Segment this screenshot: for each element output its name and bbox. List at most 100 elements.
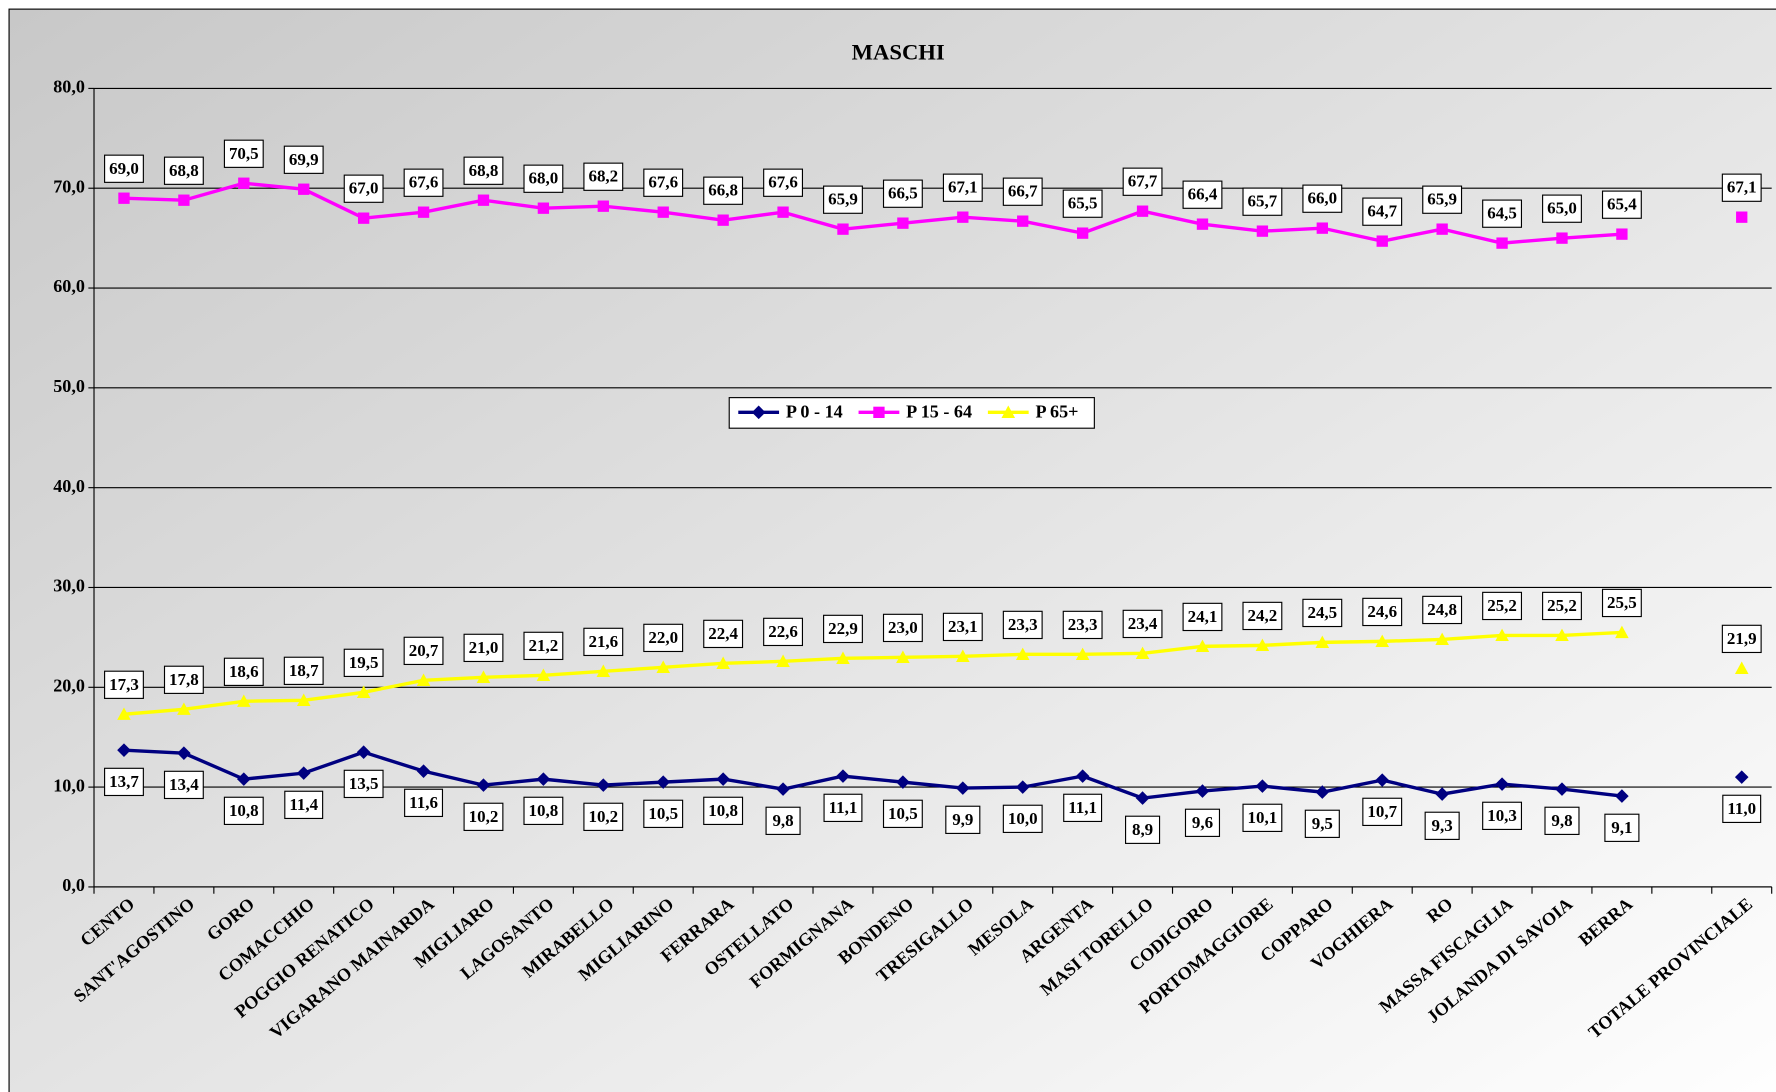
marker [536,668,551,681]
data-label-box [223,796,264,826]
marker [178,194,190,206]
marker [657,206,669,218]
data-label-box [1242,803,1283,832]
data-label-text: 8,9 [1132,820,1153,839]
data-label-text: 10,8 [229,801,259,820]
data-label-box [882,179,923,208]
data-label: 23,1 [942,612,983,642]
data-label: 11,4 [284,790,324,820]
legend: P 0 - 14 P 15 - 64 P 65+ [728,397,1095,429]
marker [1376,235,1388,247]
data-label-box [403,168,444,197]
data-label-box [1362,597,1403,627]
data-label: 68,8 [463,156,504,185]
data-label-box [823,185,863,214]
data-label-text: 11,0 [1727,799,1756,818]
data-label-box [703,796,744,826]
data-label-text: 25,2 [1487,596,1517,615]
data-label-text: 9,8 [1551,811,1572,830]
data-label-text: 68,2 [588,167,618,186]
data-label-box [523,164,564,193]
data-label-box [1062,610,1103,640]
data-label-box [1304,809,1340,838]
data-label: 21,2 [523,631,564,661]
data-label: 18,7 [283,656,324,685]
data-label: 22,9 [823,614,863,644]
data-label-box [523,796,564,826]
data-label-text: 24,8 [1427,600,1457,619]
data-label-box [1362,197,1403,226]
marker [1556,232,1568,244]
data-label-text: 11,1 [1068,798,1097,817]
marker [296,693,311,706]
data-label: 11,1 [1063,793,1103,823]
data-label: 10,2 [463,802,504,831]
data-label: 10,0 [1002,804,1043,833]
data-label-text: 9,6 [1192,813,1213,832]
data-label: 9,1 [1604,813,1640,842]
data-label: 70,5 [223,139,264,168]
data-label: 10,3 [1482,801,1523,830]
marker [1435,632,1449,646]
marker [416,673,431,686]
data-label-text: 24,6 [1367,602,1397,621]
data-label-box [404,788,444,818]
data-label: 13,7 [104,767,144,797]
data-label: 65,5 [1062,189,1103,218]
marker [1196,218,1209,230]
data-label-text: 25,2 [1547,596,1577,615]
marker [1195,639,1210,653]
data-label-text: 18,6 [229,662,259,681]
data-label-text: 67,6 [648,173,678,192]
data-label-box [104,670,144,699]
data-label-box [703,176,744,205]
data-label-box [1063,793,1103,823]
data-label: 13,5 [343,769,384,799]
data-label-text: 13,7 [109,772,139,791]
marker [896,650,910,664]
data-label-text: 24,2 [1248,606,1278,625]
marker [177,702,191,715]
data-label-text: 10,2 [469,807,499,826]
marker [596,778,611,792]
marker [237,694,251,707]
data-label: 17,3 [104,670,144,699]
y-tick-label: 0,0 [62,875,85,895]
marker [1017,215,1029,227]
marker [477,194,490,206]
marker [1375,634,1390,648]
data-label: 65,9 [1422,185,1463,214]
data-label-box [1125,815,1161,844]
data-label-text: 21,9 [1727,629,1757,648]
data-label-box [223,657,264,686]
data-label-box [104,767,144,797]
marker [1015,780,1030,794]
data-label: 9,8 [765,806,801,835]
data-label-box [1544,806,1580,835]
data-label: 21,0 [463,633,504,663]
marker [1136,205,1149,217]
legend-box [728,397,1095,429]
data-label: 65,0 [1542,194,1582,223]
data-label-box [163,770,204,800]
data-label-box [882,799,923,828]
data-label-text: 70,5 [229,144,259,163]
data-label-box [343,769,384,799]
marker [537,202,550,214]
data-label-box [1424,811,1460,840]
data-label-text: 21,2 [529,636,559,655]
data-label: 22,4 [703,619,744,649]
marker [1316,222,1328,234]
marker [716,772,730,786]
data-label: 9,8 [1544,806,1580,835]
data-label-text: 65,9 [1427,190,1457,209]
data-label: 67,6 [403,168,444,197]
marker [476,670,491,683]
marker [117,707,131,720]
data-label-text: 23,3 [1008,615,1038,634]
data-label-text: 66,5 [888,184,918,203]
data-label-text: 24,5 [1307,603,1337,622]
marker [956,649,970,663]
marker [1555,628,1569,642]
legend-marker [1001,405,1016,419]
